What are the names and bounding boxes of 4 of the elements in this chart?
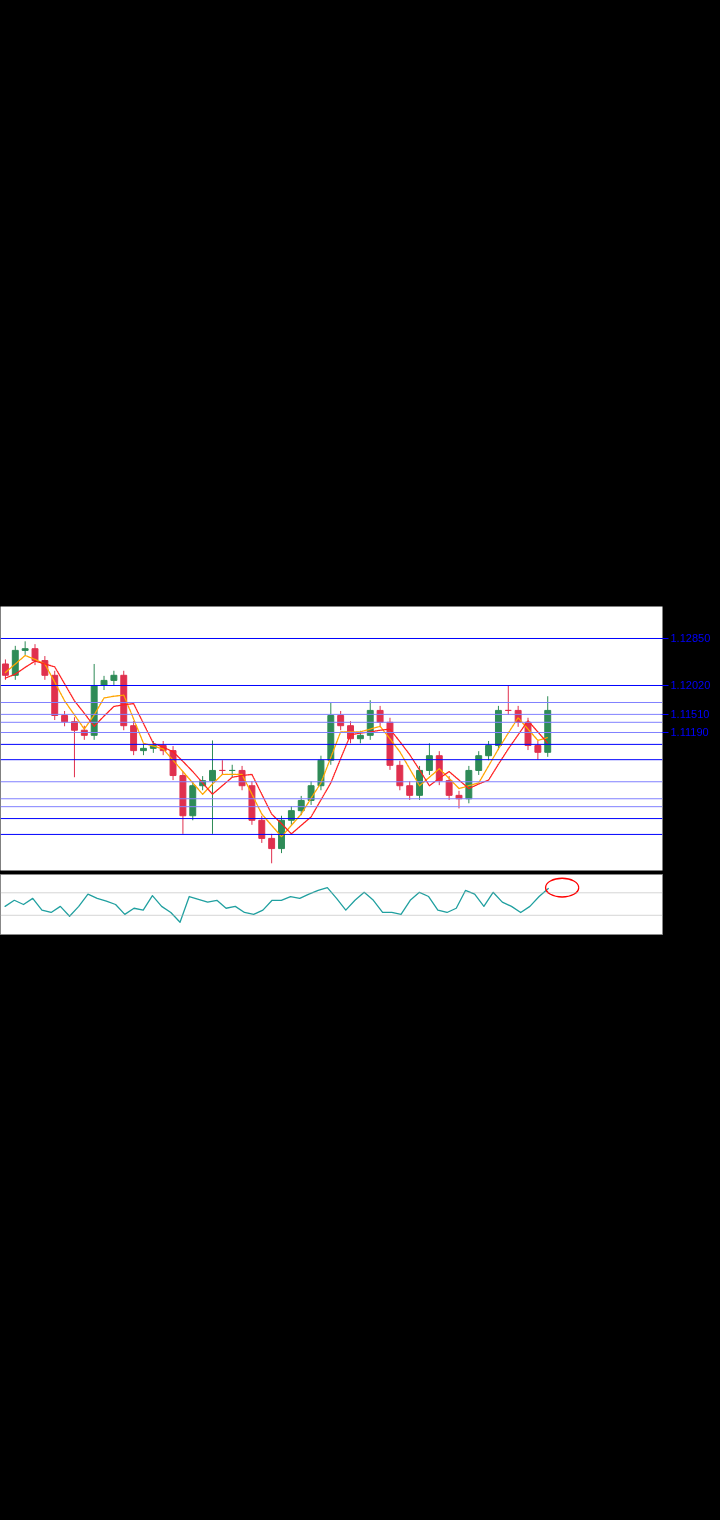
y-tick-label: 1.12850 [670, 632, 711, 645]
y-tick-label: 1.12020 [670, 679, 711, 692]
y-tick-label: 1.11510 [670, 708, 710, 721]
y-tick-label: 1.11190 [670, 726, 709, 739]
